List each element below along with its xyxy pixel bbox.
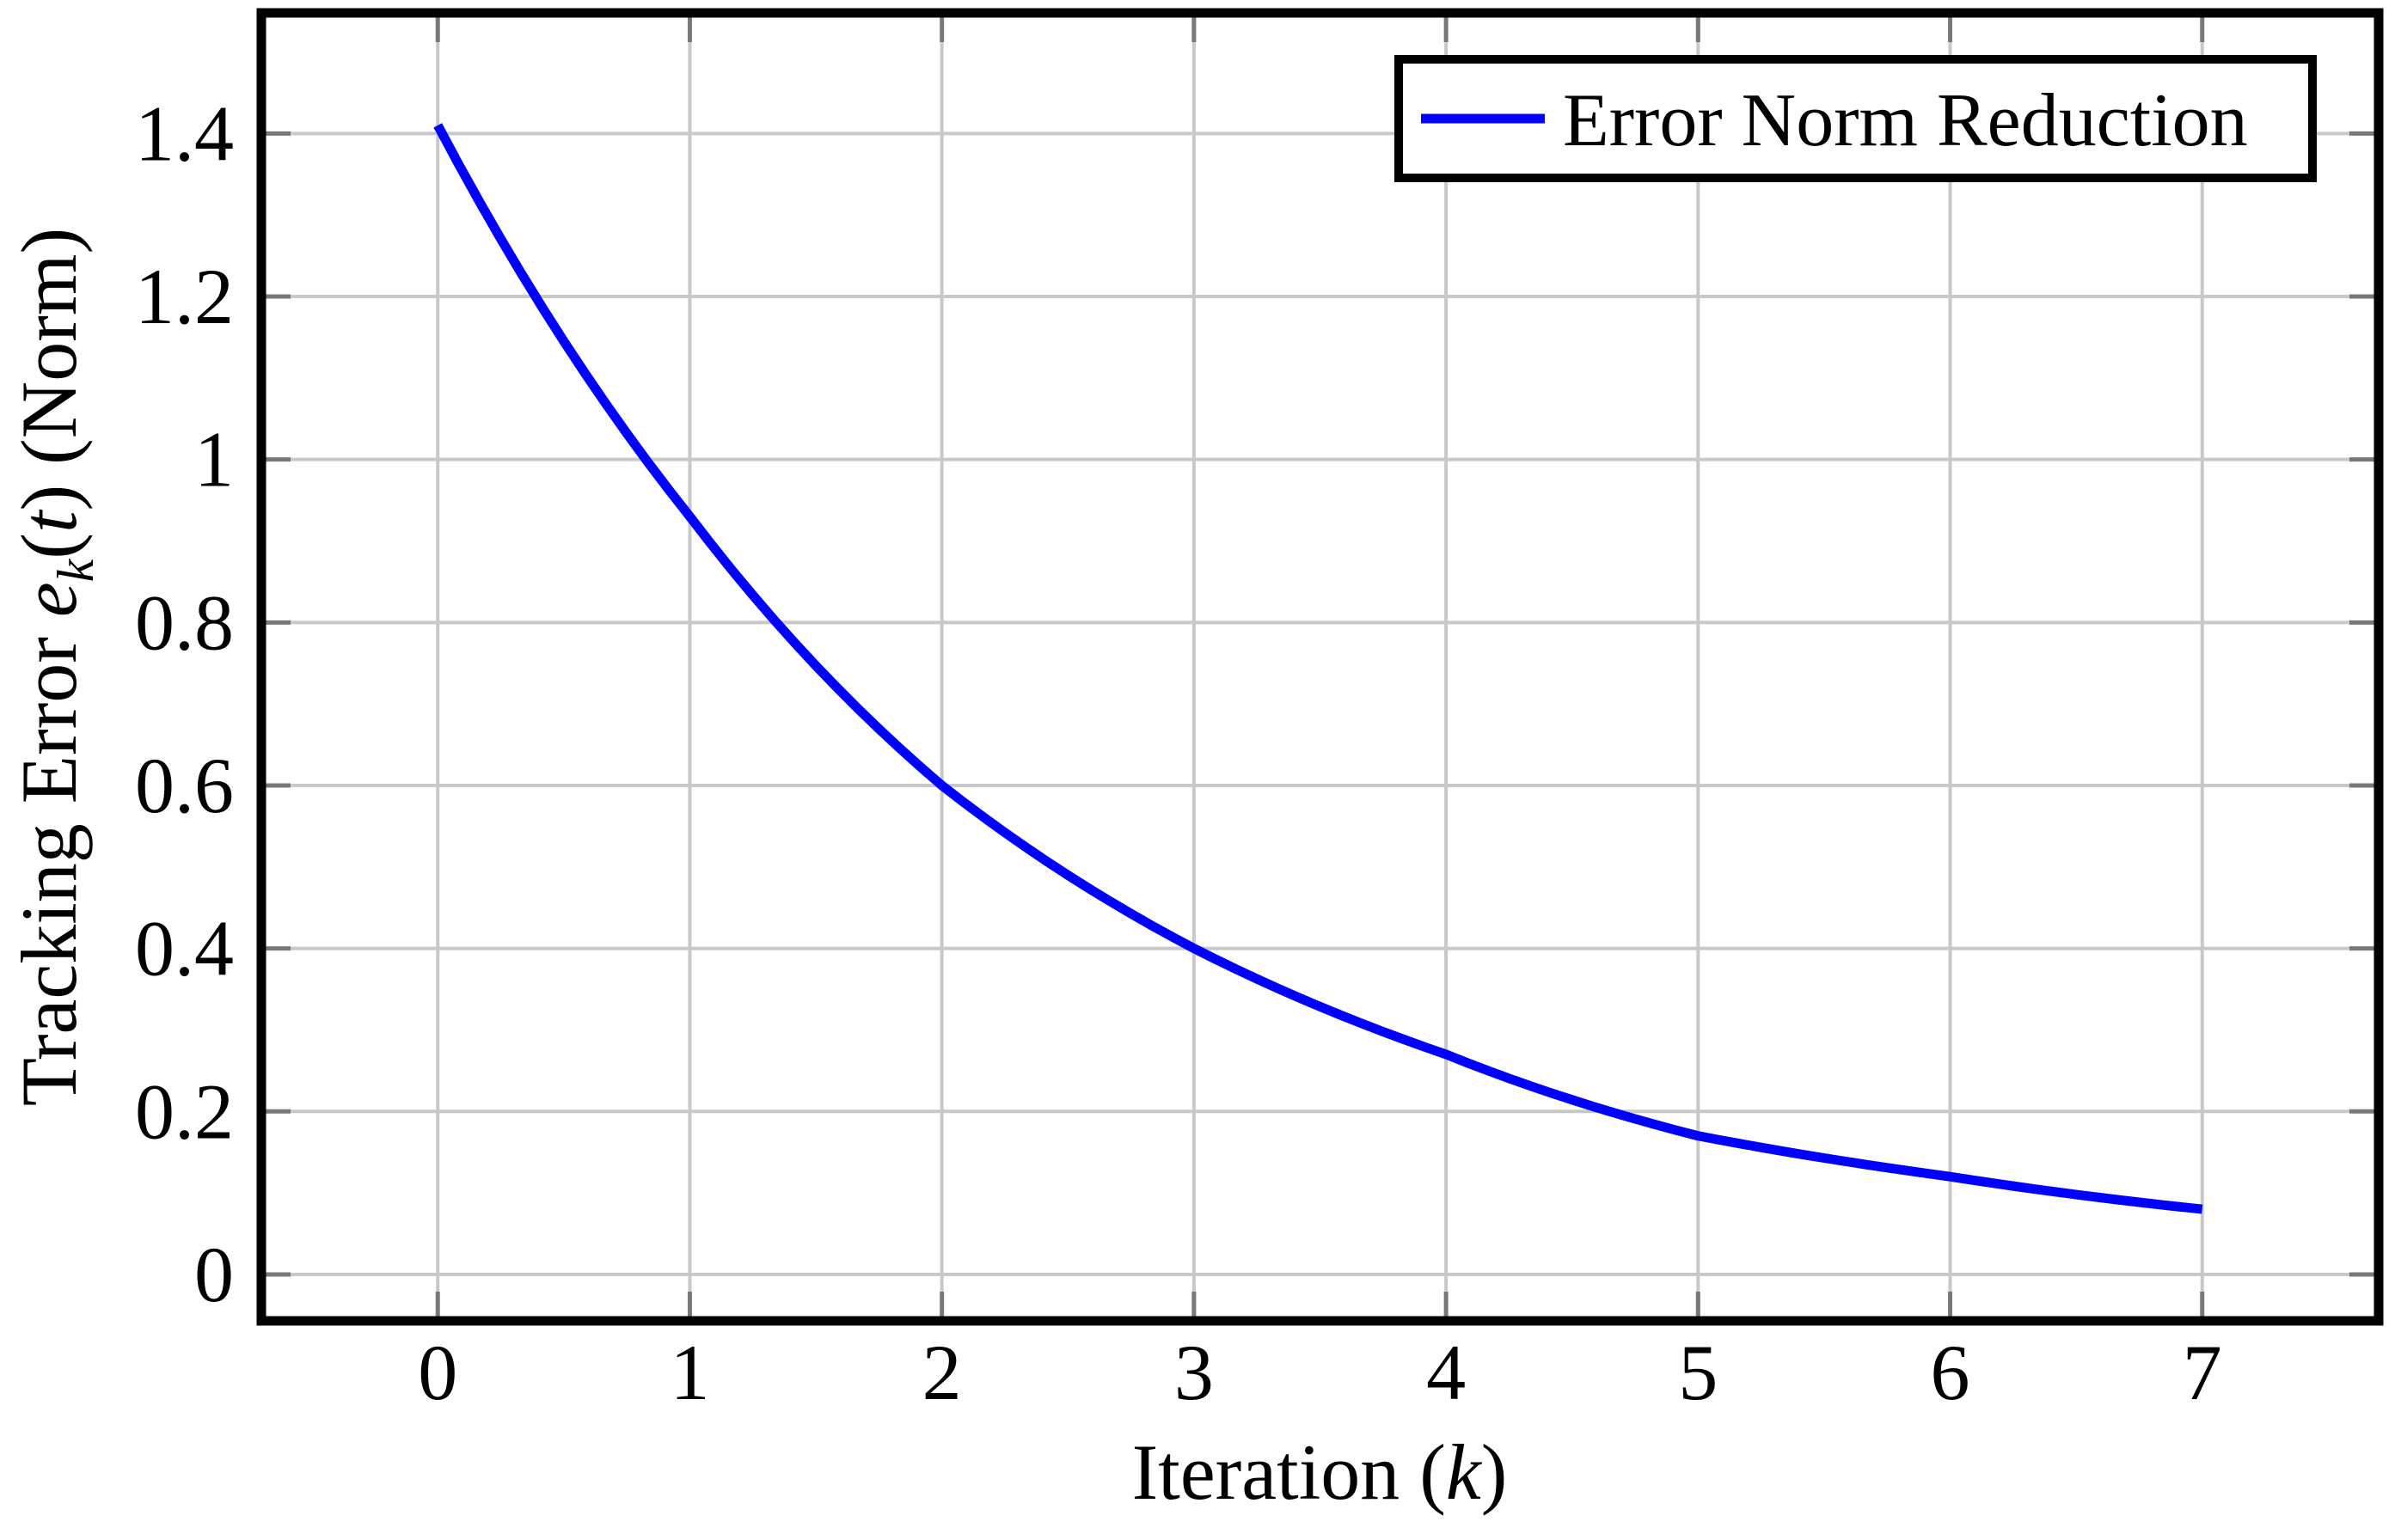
x-axis-label: Iteration (k) [1132, 1428, 1508, 1516]
tick-marks [261, 13, 2379, 1321]
y-tick-label: 1 [194, 416, 234, 504]
y-tick-label: 0.6 [135, 742, 234, 829]
y-tick-labels: 0 0.2 0.4 0.6 0.8 1 1.2 1.4 [135, 89, 234, 1318]
y-tick-label: 1.2 [135, 253, 234, 340]
y-axis-label: Tracking Error ek(t) (Norm) [5, 228, 104, 1106]
x-tick-label: 7 [2183, 1329, 2222, 1416]
plot-frame [256, 8, 2384, 1326]
x-tick-label: 2 [922, 1329, 962, 1416]
error-norm-curve [433, 123, 2203, 1214]
x-tick-label: 6 [1931, 1329, 1970, 1416]
y-tick-label: 1.4 [135, 89, 234, 177]
legend-box [1394, 55, 2317, 182]
y-tick-label: 0.2 [135, 1067, 234, 1155]
x-tick-label: 5 [1678, 1329, 1718, 1416]
y-tick-label: 0.8 [135, 578, 234, 666]
x-tick-label: 0 [418, 1329, 457, 1416]
y-tick-label: 0 [194, 1231, 234, 1318]
y-tick-label: 0.4 [135, 905, 234, 993]
x-tick-label: 1 [670, 1329, 709, 1416]
x-tick-labels: 0 1 2 3 4 5 6 7 [418, 1329, 2222, 1416]
legend: Error Norm Reduction [1394, 55, 2317, 182]
x-tick-label: 4 [1426, 1329, 1466, 1416]
legend-label: Error Norm Reduction [1563, 79, 2248, 162]
x-tick-label: 3 [1174, 1329, 1214, 1416]
data-series [433, 123, 2203, 1214]
grid-lines [261, 13, 2379, 1321]
